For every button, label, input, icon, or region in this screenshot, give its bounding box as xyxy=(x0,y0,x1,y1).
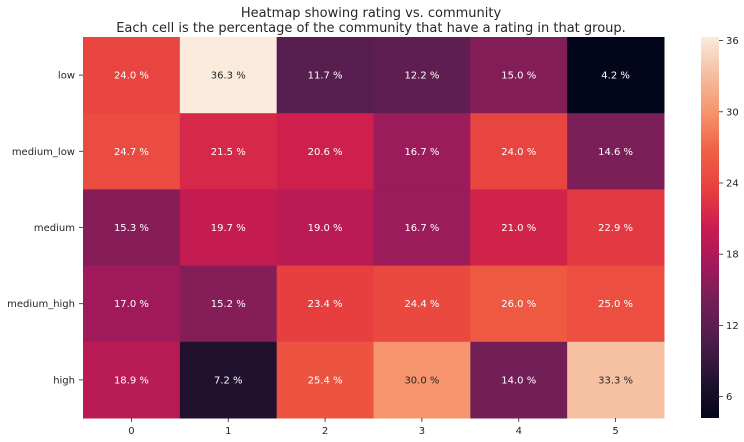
cell-label: 36.3 % xyxy=(211,71,246,82)
colorbar-tick-label: 6 xyxy=(726,392,732,403)
cell-label: 30.0 % xyxy=(404,375,439,386)
chart-title: Heatmap showing rating vs. community xyxy=(241,6,502,21)
cell-label: 33.3 % xyxy=(598,375,633,386)
cell-label: 19.7 % xyxy=(211,223,246,234)
cell-label: 25.4 % xyxy=(308,375,343,386)
x-tick-label: 1 xyxy=(225,426,231,437)
y-tick-label: high xyxy=(53,375,75,386)
cell-label: 26.0 % xyxy=(501,299,536,310)
cell-label: 24.0 % xyxy=(501,147,536,158)
cell-label: 14.0 % xyxy=(501,375,536,386)
cell-label: 18.9 % xyxy=(114,375,149,386)
x-tick-label: 0 xyxy=(128,426,134,437)
chart-subtitle: Each cell is the percentage of the commu… xyxy=(116,21,626,36)
cell-label: 15.2 % xyxy=(211,299,246,310)
cell-label: 16.7 % xyxy=(404,223,439,234)
cell-label: 19.0 % xyxy=(308,223,343,234)
cell-label: 15.0 % xyxy=(501,71,536,82)
cell-label: 23.4 % xyxy=(308,299,343,310)
cell-label: 4.2 % xyxy=(601,71,630,82)
colorbar-tick-label: 18 xyxy=(726,250,739,261)
heatmap-cells: 24.0 % 36.3 % 11.7 % 12.2 % 15.0 % 4.2 % 24.7 … xyxy=(83,37,665,419)
cell-label: 17.0 % xyxy=(114,299,149,310)
cell-label: 20.6 % xyxy=(308,147,343,158)
y-tick-label: medium_high xyxy=(7,299,75,310)
colorbar-gradient xyxy=(701,37,719,418)
cell-label: 24.7 % xyxy=(114,147,149,158)
cell-label: 16.7 % xyxy=(404,147,439,158)
y-tick-label: medium xyxy=(34,223,75,234)
cell-label: 12.2 % xyxy=(404,71,439,82)
cell-label: 24.4 % xyxy=(404,299,439,310)
x-tick-label: 2 xyxy=(322,426,328,437)
colorbar-tick-label: 36 xyxy=(726,36,739,47)
y-tick-label: medium_low xyxy=(12,147,75,158)
cell-label: 21.5 % xyxy=(211,147,246,158)
y-tick-label: low xyxy=(58,71,75,82)
colorbar-tick-label: 12 xyxy=(726,321,739,332)
cell-label: 7.2 % xyxy=(214,375,243,386)
cell-label: 22.9 % xyxy=(598,223,633,234)
cell-label: 21.0 % xyxy=(501,223,536,234)
colorbar-tick-label: 30 xyxy=(726,107,739,118)
cell-label: 11.7 % xyxy=(308,71,343,82)
x-tick-label: 3 xyxy=(419,426,425,437)
x-tick-label: 5 xyxy=(612,426,618,437)
cell-label: 15.3 % xyxy=(114,223,149,234)
colorbar: 6 12 18 24 30 36 xyxy=(701,36,739,418)
colorbar-tick-label: 24 xyxy=(726,178,739,189)
cell-label: 14.6 % xyxy=(598,147,633,158)
cell-label: 25.0 % xyxy=(598,299,633,310)
cell-label: 24.0 % xyxy=(114,71,149,82)
x-tick-label: 4 xyxy=(516,426,522,437)
x-axis: 0 1 2 3 4 5 xyxy=(128,418,619,437)
